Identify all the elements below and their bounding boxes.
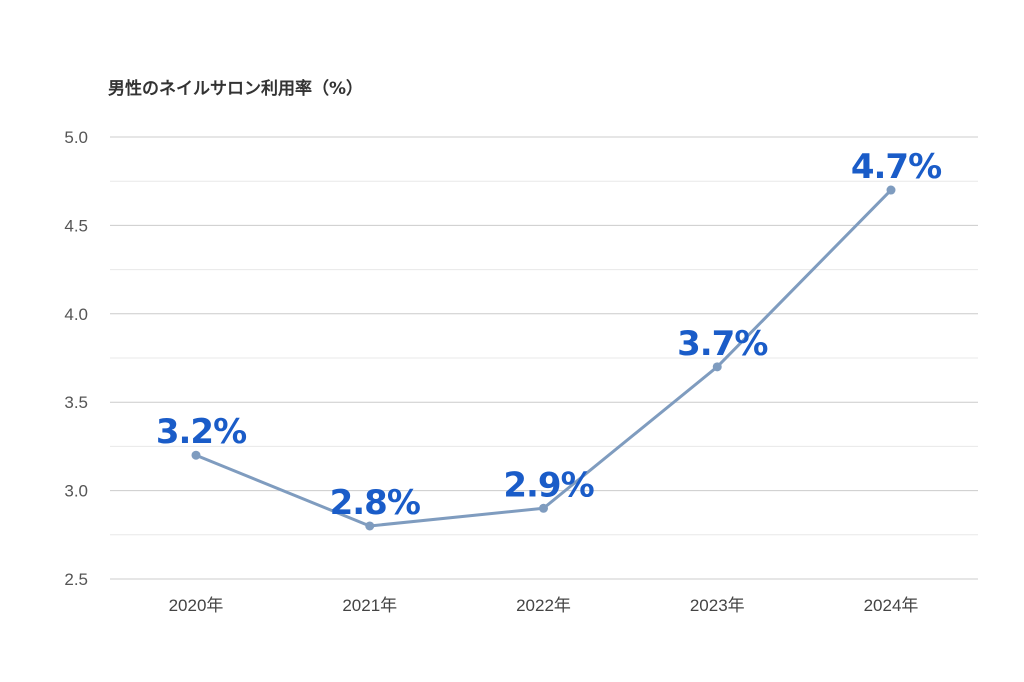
grid	[110, 136, 978, 580]
y-tick-label: 3.0	[64, 482, 88, 501]
data-point	[539, 503, 548, 513]
data-labels: 3.2% 2.8% 2.9% 3.7% 4.7%	[156, 147, 942, 523]
data-point	[365, 521, 375, 531]
x-tick-label: 2023年	[690, 596, 745, 615]
data-point	[712, 362, 722, 372]
y-tick-label: 3.5	[64, 393, 88, 412]
series	[191, 185, 896, 531]
y-tick-label: 2.5	[64, 570, 88, 589]
data-label: 3.7%	[677, 324, 767, 364]
data-label: 2.9%	[503, 465, 593, 505]
x-tick-label: 2024年	[864, 596, 919, 615]
data-point	[886, 185, 896, 195]
data-point	[191, 450, 201, 460]
x-axis: 2020年 2021年 2022年 2023年 2024年	[169, 596, 919, 615]
x-tick-label: 2021年	[342, 596, 397, 615]
data-label: 3.2%	[156, 412, 246, 452]
y-axis: 2.5 3.0 3.5 4.0 4.5 5.0	[64, 128, 88, 589]
y-tick-label: 4.0	[64, 305, 88, 324]
chart-title: 男性のネイルサロン利用率（%）	[108, 78, 363, 99]
y-tick-label: 4.5	[64, 216, 88, 235]
data-label: 2.8%	[330, 483, 420, 523]
data-label: 4.7%	[851, 147, 941, 187]
x-tick-label: 2022年	[516, 596, 571, 615]
y-tick-label: 5.0	[64, 128, 88, 147]
x-tick-label: 2020年	[169, 596, 224, 615]
